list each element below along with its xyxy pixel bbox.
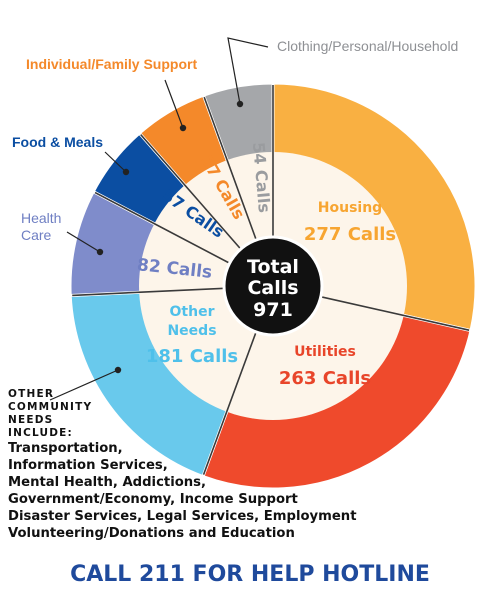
slice-divider [202, 326, 259, 475]
clothing-personal-household-label: Clothing/Personal/Household [277, 38, 459, 54]
health-care-leader-line [66, 231, 101, 253]
other-need-line: Mental Health, Addictions, [8, 475, 207, 490]
individual-family-leader-line [164, 79, 184, 129]
health-care-leader-line-dot [96, 248, 104, 256]
slice-value-label: 263 Calls [279, 368, 371, 389]
hotline-banner: CALL 211 FOR HELP HOTLINE [70, 562, 430, 587]
slice-category-label: Utilities [294, 344, 356, 360]
other-community-leader-line-dot [114, 366, 122, 374]
other-need-line: Government/Economy, Income Support [8, 492, 298, 507]
other-need-line: Information Services, [8, 458, 168, 473]
slice-divider [94, 191, 236, 267]
slice-category-label: Needs [167, 323, 216, 339]
total-calls-label: Total [247, 256, 299, 278]
other-community-needs-header: Other Community Needs Include: [8, 388, 93, 439]
other-need-line: Volunteering/Donations and Education [8, 526, 295, 541]
slice-divider [72, 287, 231, 297]
slice-value-label: 181 Calls [146, 346, 238, 367]
other-need-line: Transportation, [8, 441, 123, 456]
clothing-leader-line [227, 37, 269, 105]
other-community-leader-line [49, 369, 119, 401]
total-calls-label: Calls [247, 277, 298, 299]
total-calls-value: 971 [253, 299, 293, 321]
individual-family-leader-line-dot [179, 124, 187, 132]
health-care-label-line2: Care [21, 227, 52, 243]
slice-category-label: Other [170, 304, 215, 320]
food-meals-label: Food & Meals [12, 134, 104, 150]
slice-category-label: Housing [318, 200, 382, 216]
food-meals-leader-line [104, 151, 127, 173]
center-circle [222, 235, 324, 337]
slice-value-label: 277 Calls [304, 224, 396, 245]
other-community-needs-block: Other Community Needs Include: Transport… [8, 388, 368, 542]
slice-divider [140, 134, 246, 255]
individual-family-support-label: Individual/Family Support [26, 56, 198, 72]
food-meals-leader-line-dot [122, 168, 130, 176]
slice-divider [314, 294, 470, 331]
other-need-line: Disaster Services, Legal Services, Emplo… [8, 509, 357, 524]
slice-divider [203, 96, 260, 246]
clothing-leader-line-dot [236, 100, 244, 108]
health-care-label-line1: Health [21, 210, 62, 226]
